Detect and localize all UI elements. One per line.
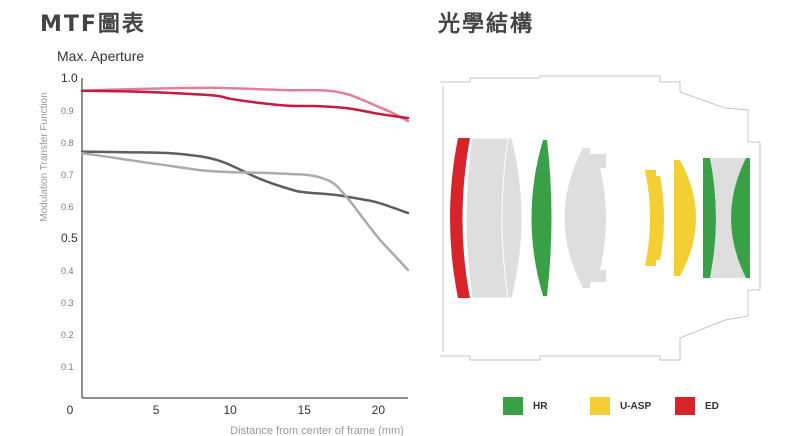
lens-structure-title: 光學結構 xyxy=(438,12,535,37)
y-tick-label: 0.4 xyxy=(61,266,74,276)
x-tick-label: 20 xyxy=(372,403,386,417)
y-tick-label: 0.7 xyxy=(61,170,74,180)
x-tick-label: 15 xyxy=(298,403,312,417)
y-tick-labels: 1.0 0.9 0.8 0.7 0.6 0.5 0.4 0.3 0.2 0.1 xyxy=(61,71,78,372)
series-line-4 xyxy=(80,151,410,272)
x-tick-labels: 0 5 10 15 20 xyxy=(67,403,386,417)
lens-element-ed xyxy=(450,138,470,298)
mtf-chart-title: MTF圖表 xyxy=(40,12,146,37)
chart-ylabel: Modulation Transfer Function xyxy=(39,92,50,222)
legend-label-hr: HR xyxy=(533,400,548,412)
y-tick-label: 1.0 xyxy=(61,71,78,85)
legend-swatch-ed xyxy=(675,397,695,415)
chart-subtitle: Max. Aperture xyxy=(57,48,144,64)
legend-label-uasp: U-ASP xyxy=(620,400,652,412)
legend-label-ed: ED xyxy=(705,400,719,412)
lens-element-hr-1 xyxy=(531,140,552,296)
y-tick-label: 0.8 xyxy=(61,138,74,148)
lens-element-uasp-1 xyxy=(645,170,664,266)
legend-item-ed: ED xyxy=(675,397,719,415)
lens-element-hr-2 xyxy=(703,158,716,278)
series-line-2 xyxy=(80,89,410,120)
chart-xlabel: Distance from center of frame (mm) xyxy=(230,425,404,436)
legend-item-uasp: U-ASP xyxy=(590,397,651,415)
lens-element-uasp-2 xyxy=(674,160,696,276)
legend-item-hr: HR xyxy=(503,397,547,415)
y-tick-label: 0.6 xyxy=(61,202,74,212)
series-line-1 xyxy=(80,86,410,123)
lens-element-4 xyxy=(710,158,746,278)
legend-swatch-hr xyxy=(503,397,523,415)
lens-barrel-outline xyxy=(440,75,761,361)
y-tick-label: 0.2 xyxy=(61,330,74,340)
lens-element-2 xyxy=(501,137,523,299)
x-tick-label: 0 xyxy=(67,403,74,417)
x-tick-label: 5 xyxy=(153,403,160,417)
x-tick-label: 10 xyxy=(224,403,238,417)
lens-element-3 xyxy=(564,148,606,288)
y-tick-label: 0.3 xyxy=(61,298,74,308)
series-lines xyxy=(80,86,410,272)
y-tick-label: 0.1 xyxy=(61,362,74,372)
y-tick-label: 0.9 xyxy=(61,106,74,116)
lens-element-hr-3 xyxy=(731,158,750,278)
series-line-3 xyxy=(80,150,410,215)
y-tick-label: 0.5 xyxy=(61,231,78,245)
legend-swatch-uasp xyxy=(590,397,610,415)
